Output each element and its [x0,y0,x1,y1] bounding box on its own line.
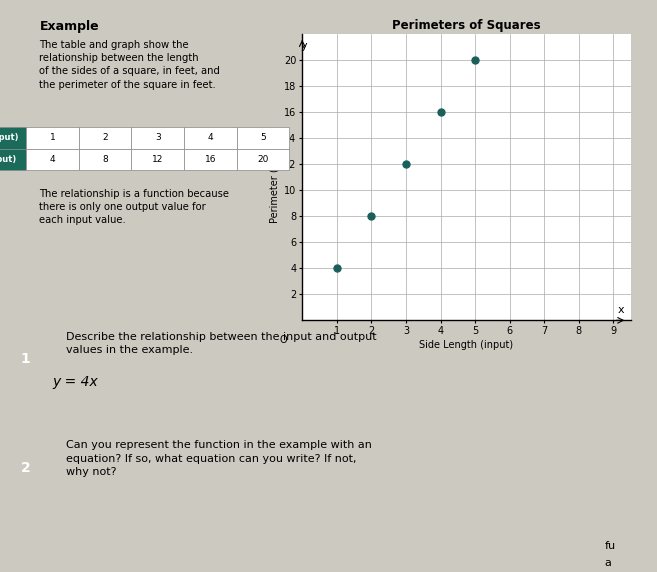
Text: y: y [301,41,307,51]
Point [366,212,376,221]
Y-axis label: Perimeter (output): Perimeter (output) [270,132,280,223]
X-axis label: Side Length (input): Side Length (input) [419,340,514,350]
Text: Example: Example [39,20,99,33]
Text: 1: 1 [21,352,30,366]
Text: fu: fu [604,541,616,550]
Text: 2: 2 [21,460,30,475]
Text: Can you represent the function in the example with an
equation? If so, what equa: Can you represent the function in the ex… [66,440,372,477]
Text: The table and graph show the
relationship between the length
of the sides of a s: The table and graph show the relationshi… [39,40,220,90]
Text: The relationship is a function because
there is only one output value for
each i: The relationship is a function because t… [39,189,229,225]
Point [401,160,411,169]
Point [470,55,480,65]
Text: y = 4x: y = 4x [53,375,99,388]
Text: O: O [279,335,287,345]
Title: Perimeters of Squares: Perimeters of Squares [392,19,541,32]
Text: a: a [604,558,611,567]
Text: Describe the relationship between the input and output
values in the example.: Describe the relationship between the in… [66,332,376,355]
Point [436,108,446,117]
Point [332,264,342,273]
Text: x: x [617,305,623,315]
